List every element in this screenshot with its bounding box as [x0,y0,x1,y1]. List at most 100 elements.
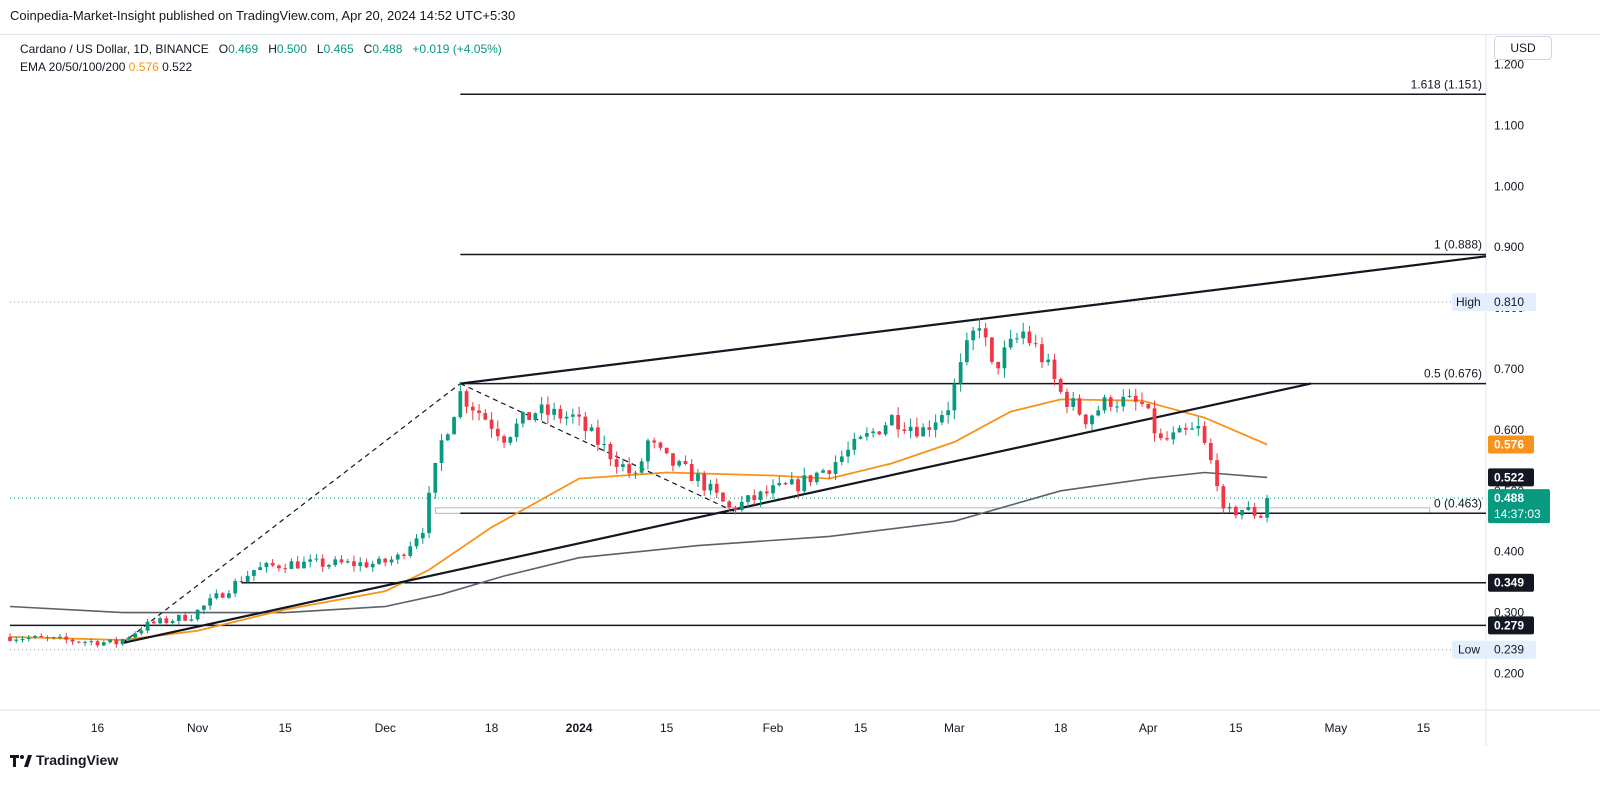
candle-body [1152,408,1157,434]
candle-body [539,404,544,414]
candle [614,451,619,474]
candle-body [214,593,219,599]
candle [683,455,688,466]
price-chart[interactable]: 0.2000.3000.4000.5000.6000.7000.8000.900… [0,34,1600,746]
candle [1140,392,1144,407]
candle-body [827,470,832,474]
last-price-tag: 0.488 14:37:03 [1488,489,1550,524]
candle [589,424,594,432]
candle [783,481,788,486]
candle-body [558,408,563,419]
candle-body [564,416,569,419]
low-marker-value: 0.239 [1494,643,1524,657]
candle [495,420,500,441]
candle-body [358,562,363,567]
candle-body [814,472,819,483]
candle [302,556,306,569]
candle [708,479,713,495]
candle [1127,389,1132,399]
candle-body [495,428,500,437]
candle-body [514,423,519,438]
candle [208,593,213,610]
y-tick-label: 1.100 [1494,118,1524,132]
candle [26,635,31,642]
candle-body [183,614,187,621]
candle [133,631,137,640]
legend-ema-label[interactable]: EMA 20/50/100/200 [20,60,126,74]
ema-fast-tag-text: 0.576 [1494,437,1524,451]
candle-body [1227,506,1232,509]
candle [827,469,832,480]
candle [227,590,231,599]
candle-body [664,447,669,454]
candle [1058,377,1063,394]
candle-body [389,559,394,563]
candle-body [245,575,250,582]
legend-symbol[interactable]: Cardano / US Dollar, 1D, BINANCE [20,42,209,56]
candle-body [208,598,213,606]
candle-body [26,637,31,640]
candle [739,495,744,512]
candle-body [889,415,894,426]
footer-brand: TradingView [10,752,118,768]
legend-low-label: L [316,42,324,56]
candle [1102,394,1107,414]
candle [721,491,725,502]
candle [677,459,682,468]
candle [1196,417,1201,437]
candle-body [614,459,619,467]
candle-body [658,442,663,448]
candle-body [789,479,794,485]
candle-body [470,406,475,411]
candle [258,561,263,571]
currency-button[interactable]: USD [1494,36,1552,60]
candle-body [239,581,244,583]
legend-open-label: O [218,42,229,56]
candle-body [1027,331,1032,344]
candle [470,402,475,421]
candle-body [552,408,556,415]
low-marker: Low 0.239 [1452,640,1536,659]
candle-body [1052,359,1057,380]
x-tick-label: 15 [854,721,868,735]
candle-body [202,605,206,610]
candle [1133,388,1138,411]
candle-body [1008,338,1013,348]
candle [183,613,187,622]
candle-body [477,410,481,414]
candle-body [1071,398,1076,407]
candle-body [952,383,957,411]
candle [1146,403,1151,410]
candle-body [1196,426,1201,429]
candle-body [921,427,925,437]
candle [821,468,825,474]
candle-body [1065,391,1069,407]
candle-body [1171,432,1176,440]
candle [664,447,669,455]
candle-body [8,636,12,641]
candle-body [933,422,938,430]
candle-body [783,482,788,485]
candle-body [489,419,494,429]
candle-body [1121,396,1126,407]
candle [889,413,894,426]
x-tick-label: Nov [187,721,208,735]
sr-value-tag: 0.279 [1488,616,1534,635]
candle [220,592,225,599]
candle [270,559,275,568]
candle [1115,400,1119,413]
candle-body [902,429,907,432]
candle [20,636,25,643]
candle-body [51,637,56,639]
candle-body [808,475,813,483]
candle [189,614,194,622]
candle-body [940,415,944,423]
sr-value-tag-bg [1488,616,1534,635]
candle [327,563,331,570]
candle-body [652,440,657,443]
candle [858,435,863,440]
legend-high: 0.500 [276,42,307,56]
legend-close-label: C [363,42,373,56]
fib-label: 0 (0.463) [1434,496,1482,510]
candle-body [189,619,194,621]
